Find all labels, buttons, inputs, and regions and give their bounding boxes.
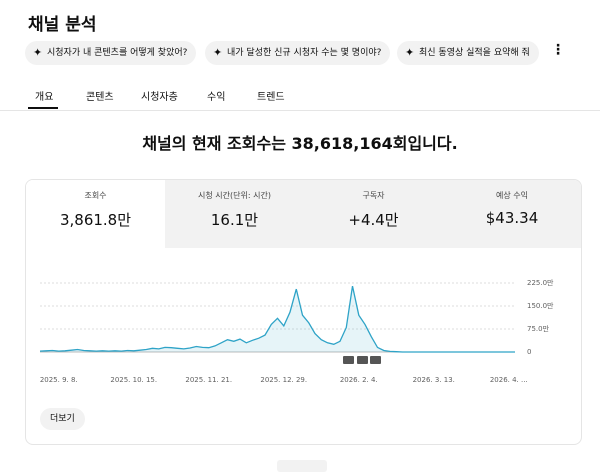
metric-tab[interactable]: 예상 수익 $43.34	[443, 180, 581, 248]
metric-tab[interactable]: 시청 시간(단위: 시간) 16.1만	[165, 180, 304, 248]
analytics-card: 조회수 3,861.8만 시청 시간(단위: 시간) 16.1만 구독자 +4.4만 …	[25, 179, 582, 445]
more-button[interactable]: 더보기	[40, 408, 85, 430]
tab[interactable]: 수익	[207, 92, 226, 103]
metric-value: $43.34	[485, 209, 539, 227]
chip[interactable]: 내가 달성한 신규 시청자 수는 몇 명이야?	[205, 41, 391, 65]
tab[interactable]: 개요	[35, 92, 54, 103]
tab[interactable]: 트렌드	[257, 92, 285, 103]
chip[interactable]: 최신 동영상 실적을 요약해 줘	[397, 41, 539, 65]
metric-label: 시청 시간(단위: 시간)	[198, 191, 271, 200]
metric-label: 조회수	[84, 191, 107, 200]
metric-value: 3,861.8만	[59, 211, 132, 229]
metric-value: +4.4만	[348, 211, 399, 229]
page-title: 채널 분석	[28, 15, 97, 35]
chip[interactable]: 시청자가 내 콘텐츠를 어떻게 찾았어?	[25, 41, 197, 65]
metric-label: 구독자	[362, 191, 385, 200]
metric-label: 예상 수익	[496, 191, 528, 200]
metric-value: 16.1만	[210, 211, 259, 229]
headline: 채널의 현재 조회수는 38,618,164회입니다.	[142, 134, 458, 153]
tab-indicator	[28, 107, 58, 109]
tab[interactable]: 콘텐츠	[86, 92, 114, 103]
scroll-hint	[277, 460, 327, 472]
metric-tab[interactable]: 구독자 +4.4만	[304, 180, 443, 248]
metric-tab[interactable]: 조회수 3,861.8만	[26, 180, 165, 248]
more-menu[interactable]: ⋮	[551, 42, 565, 58]
divider	[0, 110, 600, 111]
tab[interactable]: 시청자층	[141, 92, 178, 103]
